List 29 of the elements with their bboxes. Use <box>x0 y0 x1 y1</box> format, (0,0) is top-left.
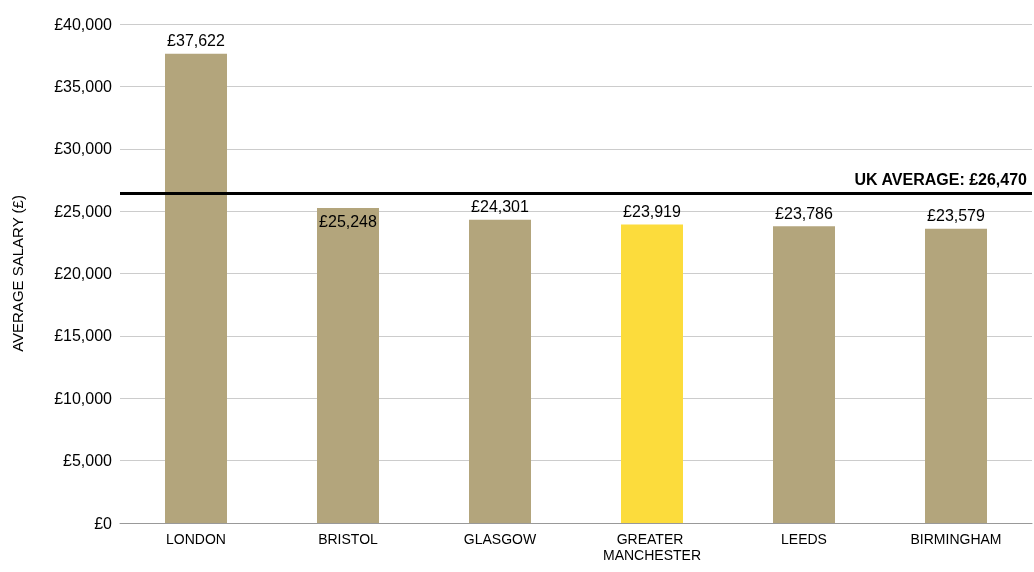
bar <box>469 219 531 523</box>
ref-line-label: UK AVERAGE: £26,470 <box>854 171 1028 189</box>
bar <box>317 208 379 523</box>
data-label: £23,786 <box>775 204 834 222</box>
bar <box>925 228 987 523</box>
y-axis-title: AVERAGE SALARY (£) <box>9 195 26 352</box>
x-tick-label: LONDON <box>166 531 226 547</box>
bar <box>165 53 227 523</box>
bar <box>773 226 835 523</box>
y-tick-label: £10,000 <box>54 389 113 407</box>
y-tick-label: £25,000 <box>54 202 113 220</box>
x-tick-label: BIRMINGHAM <box>910 531 1002 547</box>
x-tick-label: LEEDS <box>781 531 827 547</box>
data-label: £25,248 <box>319 212 378 230</box>
y-tick-label: £15,000 <box>54 327 113 345</box>
y-tick-label: £5,000 <box>63 452 113 470</box>
x-tick-label: BRISTOL <box>318 531 379 547</box>
y-tick-label: £35,000 <box>54 77 113 95</box>
y-tick-label: £20,000 <box>54 265 113 282</box>
data-label: £24,301 <box>471 198 530 216</box>
data-label: £23,579 <box>927 207 986 225</box>
y-tick-label: £40,000 <box>54 15 113 33</box>
x-tick-label: GLASGOW <box>463 531 537 547</box>
data-label: £37,622 <box>167 32 226 50</box>
data-label: £23,919 <box>623 203 682 221</box>
y-tick-label: £30,000 <box>54 140 113 158</box>
x-tick-label: GREATER MANCHESTER <box>602 531 702 563</box>
bar <box>621 224 683 523</box>
y-tick-label: £0 <box>94 514 113 532</box>
